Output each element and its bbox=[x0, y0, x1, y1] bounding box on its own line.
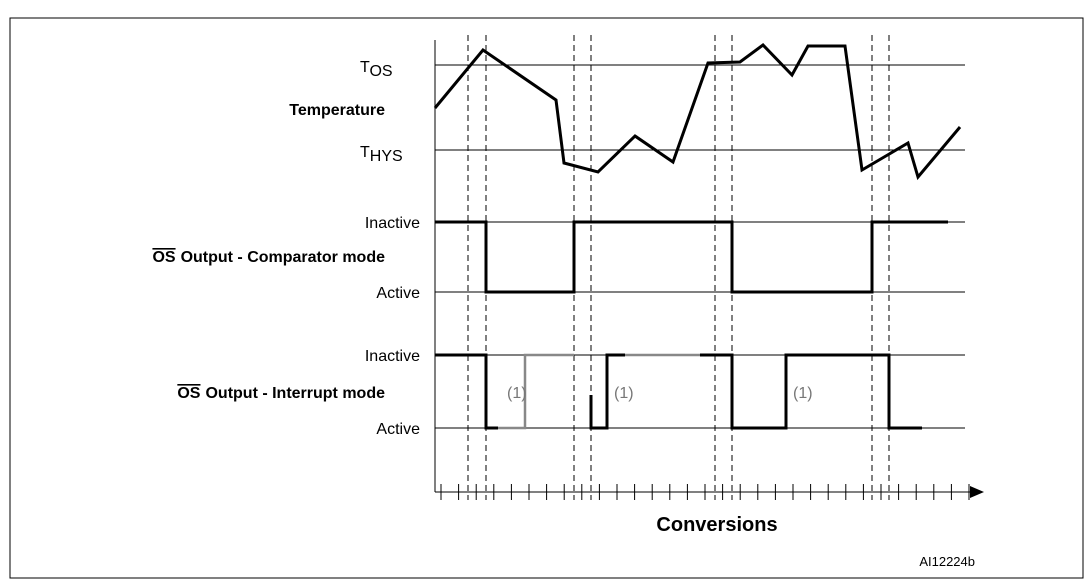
comparator-title: OS Output - Comparator mode bbox=[152, 249, 385, 266]
t-hys-main: T bbox=[360, 144, 370, 161]
interrupt-title-rest: Output - Interrupt mode bbox=[205, 385, 385, 402]
note: (1) bbox=[614, 385, 634, 402]
overlined-os: OS bbox=[152, 249, 175, 266]
temperature-curve bbox=[433, 43, 962, 181]
figure-id: AI12224b bbox=[919, 554, 975, 569]
comparator-title-rest: Output - Comparator mode bbox=[181, 249, 386, 266]
t-os-main: T bbox=[360, 59, 370, 76]
axes bbox=[434, 40, 984, 500]
frame bbox=[9, 17, 1084, 579]
overlined-os: OS bbox=[177, 385, 200, 402]
t-os-sub: OS bbox=[369, 63, 392, 80]
level-lines bbox=[435, 64, 965, 429]
comparator-signal bbox=[435, 220, 948, 294]
temperature-label: Temperature bbox=[289, 102, 385, 119]
interrupt-inactive: Inactive bbox=[365, 348, 420, 365]
comparator-active: Active bbox=[376, 285, 420, 302]
note: (1) bbox=[507, 385, 527, 402]
interrupt-title: OS Output - Interrupt mode bbox=[177, 385, 385, 402]
t-hys-sub: HYS bbox=[370, 148, 403, 165]
interrupt-signal bbox=[435, 353, 922, 430]
note: (1) bbox=[793, 385, 813, 402]
x-axis-label: Conversions bbox=[656, 514, 777, 536]
interrupt-active: Active bbox=[376, 421, 420, 438]
comparator-inactive: Inactive bbox=[365, 215, 420, 232]
dashed-markers bbox=[467, 35, 890, 500]
t-hys-label: THYS bbox=[360, 144, 403, 165]
t-os-label: TOS bbox=[360, 59, 393, 80]
